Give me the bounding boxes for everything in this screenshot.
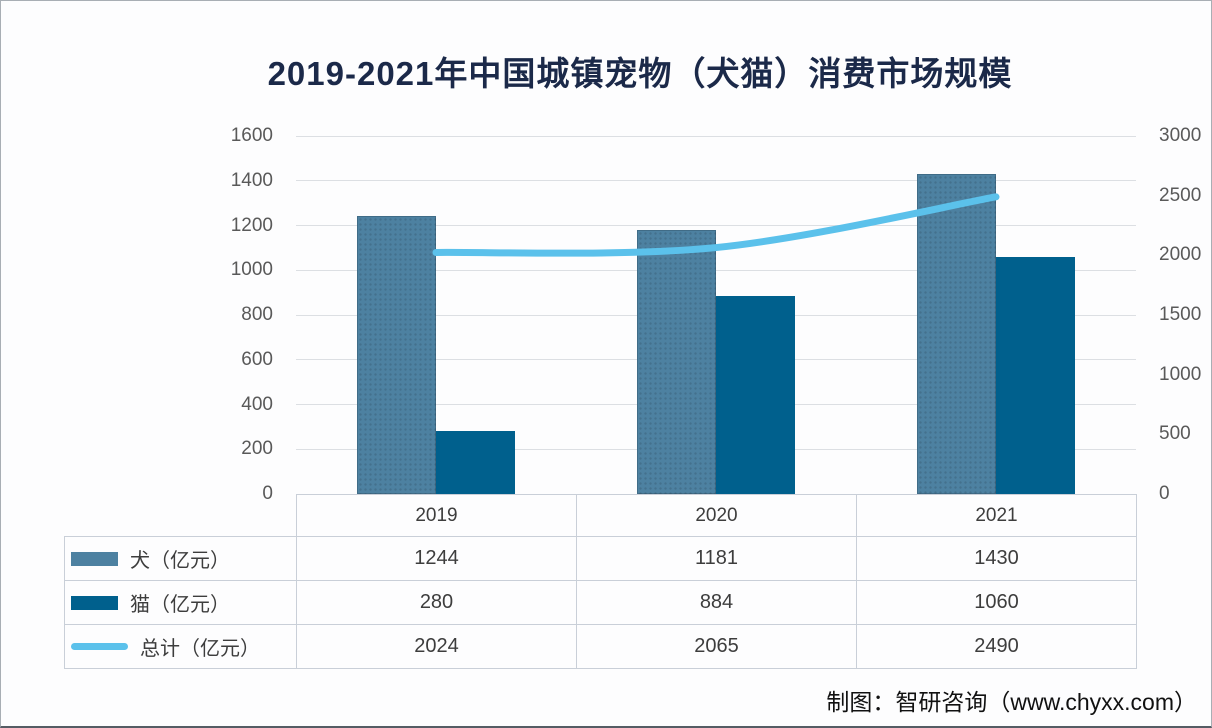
y-axis-tick: 0 [262,483,273,504]
y2-axis-tick: 2000 [1159,244,1202,266]
legend-swatch-dog [71,551,118,566]
table-row-cat: 猫（亿元） 280 884 1060 [64,580,1137,625]
table-header-cell: 2021 [856,494,1137,537]
legend-entry-total: 总计（亿元） [66,632,296,661]
bar-dog-2019 [357,215,436,494]
y-axis-tick: 1400 [230,169,273,191]
legend-entry-dog: 犬（亿元） [66,544,296,573]
bar-dog-2020 [637,229,716,494]
legend-cell-total: 总计（亿元） [64,624,297,669]
legend-label-total: 总计（亿元） [140,638,260,660]
total-line [432,193,1000,257]
legend-label-dog: 犬（亿元） [130,550,230,572]
left-y-axis: 1600 1400 1200 1000 800 600 400 200 0 [1,125,273,504]
value-cell-total-2019: 2024 [296,624,577,669]
y-axis-tick: 800 [241,304,273,325]
grid-line [296,225,1136,226]
table-corner-cell [65,495,297,537]
grid-line [296,180,1136,182]
value-cell-cat-2019: 280 [296,580,577,625]
y-axis-tick: 1200 [230,214,273,236]
right-y-axis: 3000 2500 2000 1500 1000 500 0 [1159,125,1211,504]
y2-axis-tick: 1500 [1159,304,1202,325]
y-axis-tick: 600 [241,348,273,370]
y-axis-tick: 400 [241,393,273,415]
chart-title: 2019-2021年中国城镇宠物（犬猫）消费市场规模 [267,55,1013,92]
data-table: 2019 2020 2021 犬（亿元） 1244 1181 1430 猫（亿元） 280 884… [64,494,1137,669]
legend-swatch-total [71,643,128,650]
legend-label-cat: 猫（亿元） [130,594,230,616]
value-cell-total-2020: 2065 [576,624,857,669]
legend-cell-cat: 猫（亿元） [64,580,297,625]
value-cell-dog-2020: 1181 [576,536,857,581]
legend-swatch-cat [71,595,118,610]
bar-dog-2021 [917,174,996,494]
bar-cat-2019 [436,431,515,494]
legend-cell-dog: 犬（亿元） [64,536,297,581]
y2-axis-tick: 0 [1159,483,1170,504]
value-cell-cat-2021: 1060 [856,580,1137,625]
y2-axis-tick: 500 [1159,423,1191,445]
plot-area [296,135,1136,495]
value-cell-dog-2021: 1430 [856,536,1137,581]
bar-cat-2020 [716,296,795,494]
value-cell-total-2021: 2490 [856,624,1137,669]
table-row-total: 总计（亿元） 2024 2065 2490 [64,624,1137,669]
legend-entry-cat: 猫（亿元） [66,588,296,617]
y-axis-tick: 1000 [230,259,273,281]
y2-axis-tick: 1000 [1159,363,1202,385]
bar-cat-2021 [996,256,1075,494]
credit-text: 制图：智研咨询（www.chyxx.com） [826,689,1197,715]
y2-axis-tick: 2500 [1159,184,1202,206]
y-axis-tick: 200 [241,438,273,460]
value-cell-dog-2019: 1244 [296,536,577,581]
table-header-cell: 2019 [296,494,577,537]
value-cell-cat-2020: 884 [576,580,857,625]
y2-axis-tick: 3000 [1159,125,1202,146]
y-axis-tick: 1600 [230,125,273,146]
total-line-layer [432,193,1000,257]
table-header-cell: 2020 [576,494,857,537]
table-row-dog: 犬（亿元） 1244 1181 1430 [64,536,1137,581]
table-header-row: 2019 2020 2021 [65,494,1137,537]
grid-line [296,135,1136,137]
grid-line [296,269,1136,271]
